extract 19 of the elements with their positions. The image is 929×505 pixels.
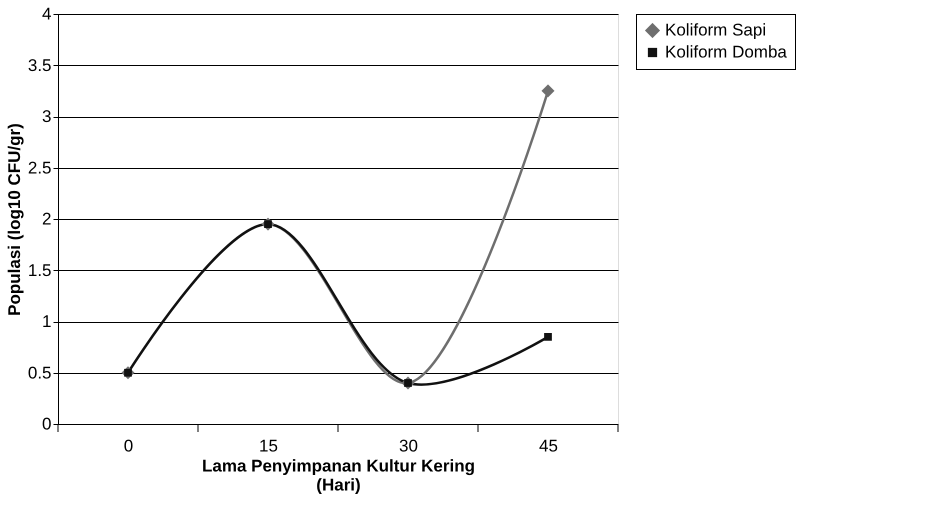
y-tick-label: 4: [42, 4, 52, 24]
y-tick-label: 3: [42, 107, 52, 126]
y-tick-label: 0.5: [28, 363, 52, 382]
legend-label: Koliform Domba: [665, 42, 788, 62]
x-tick-label: 0: [124, 436, 134, 456]
y-tick-label: 1: [42, 312, 52, 331]
y-tick-label: 2.5: [28, 158, 52, 178]
point: [544, 333, 552, 341]
point: [541, 84, 555, 98]
y-tick-label: 2: [42, 210, 52, 228]
x-tick-label: 15: [259, 436, 278, 456]
y-axis-title: Populasi (log10 CFU/gr): [4, 123, 24, 316]
x-axis-title: Lama Penyimpanan Kultur Kering (Hari): [202, 456, 475, 494]
x-tick-label: 45: [539, 436, 558, 456]
y-tick-label: 3.5: [28, 56, 52, 75]
y-tick-label: 0: [42, 414, 52, 434]
y-tick-label: 1.5: [28, 260, 52, 280]
x-tick-label: 30: [399, 436, 418, 456]
legend-label: Koliform Sapi: [665, 20, 766, 40]
